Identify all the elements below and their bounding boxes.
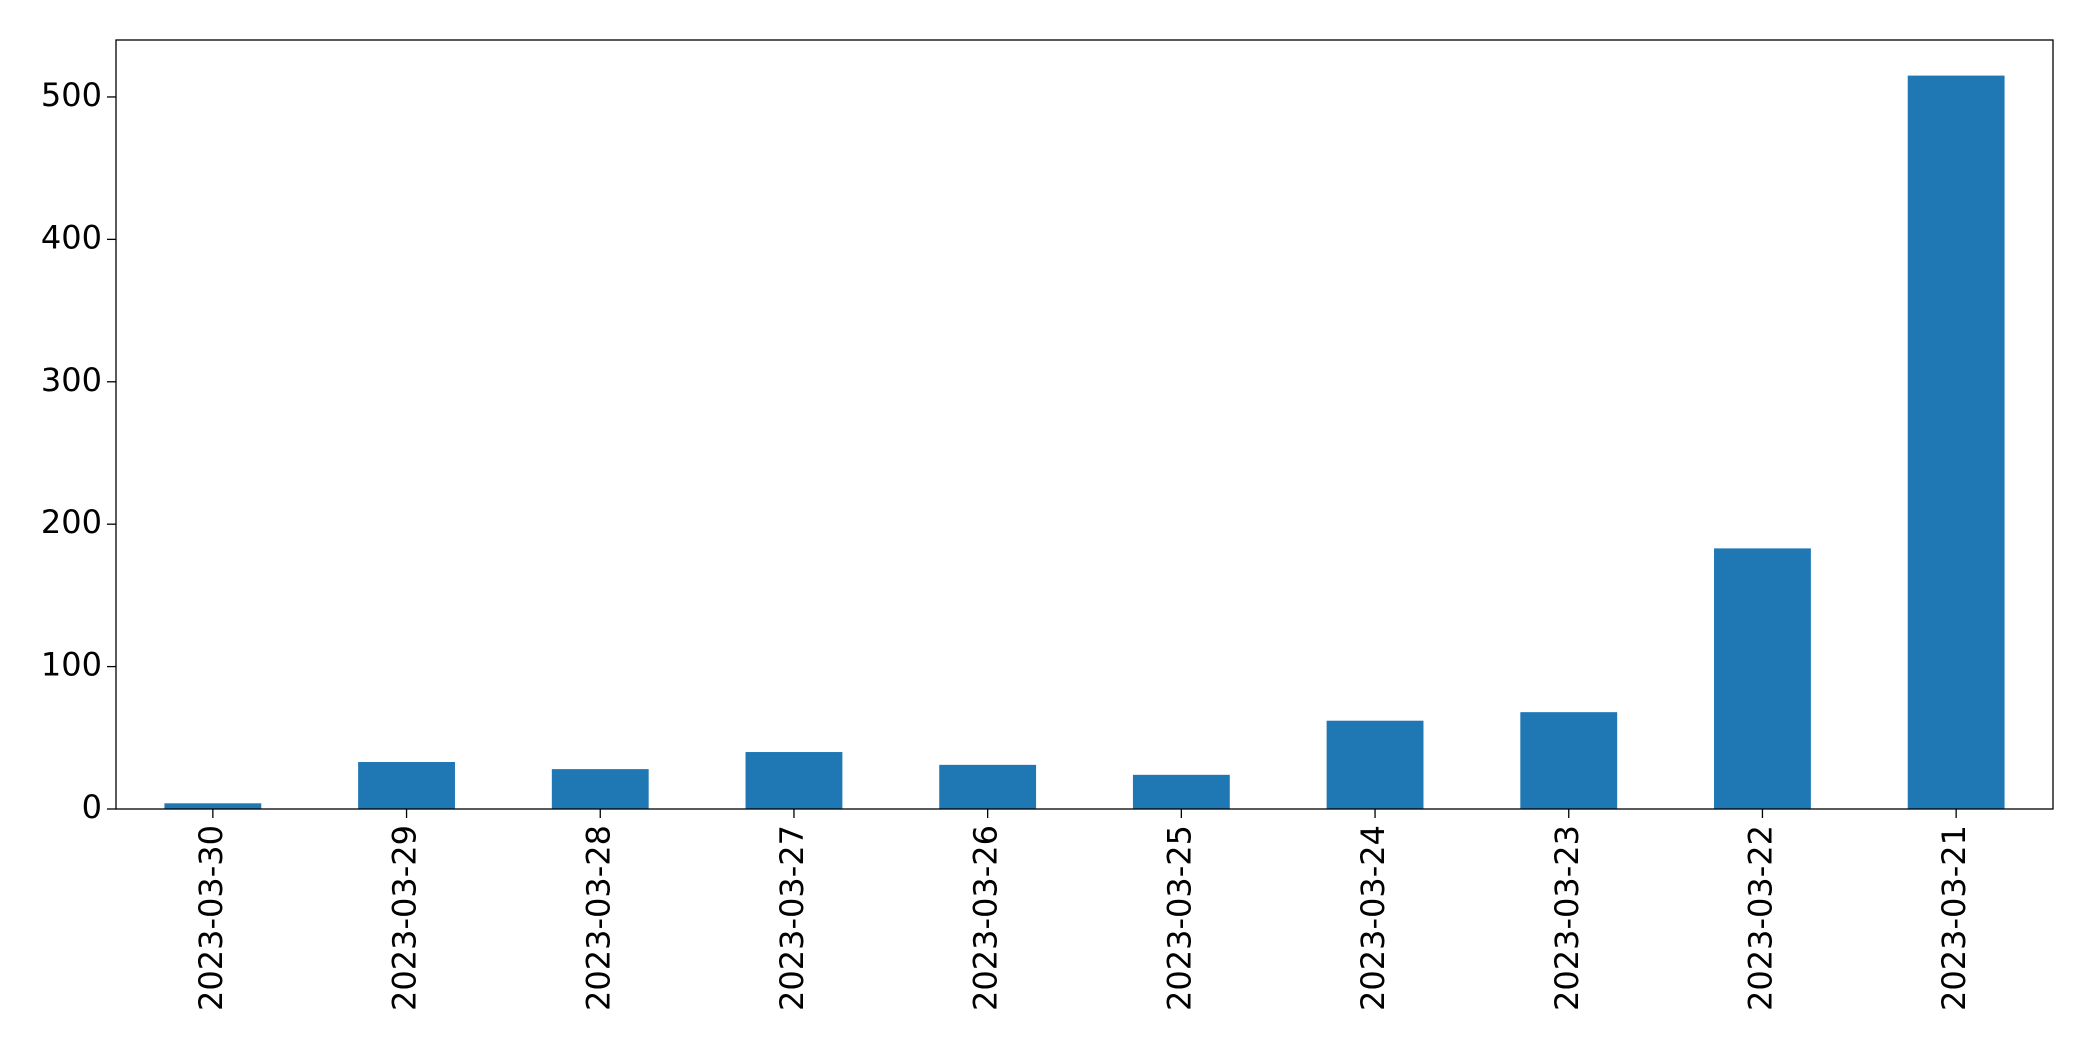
y-tick-label: 300	[41, 361, 102, 399]
bar	[1714, 548, 1811, 809]
bar	[939, 764, 1037, 809]
x-tick-label: 2023-03-25	[1160, 825, 1198, 1011]
bar	[745, 752, 843, 809]
x-tick-label: 2023-03-30	[192, 825, 230, 1011]
bar	[1326, 720, 1424, 809]
y-tick-label: 100	[41, 646, 102, 684]
bar	[358, 762, 455, 809]
bar	[1520, 712, 1618, 809]
bar	[164, 803, 262, 809]
plot-frame	[115, 39, 2054, 810]
bar	[1132, 774, 1230, 809]
y-tick-label: 400	[41, 218, 102, 256]
x-tick-label: 2023-03-26	[967, 825, 1005, 1011]
y-tick-label: 500	[41, 76, 102, 114]
x-tick-label: 2023-03-24	[1354, 825, 1392, 1011]
x-tick-label: 2023-03-28	[579, 825, 617, 1011]
x-tick-label: 2023-03-22	[1741, 825, 1779, 1011]
y-tick-label: 200	[41, 503, 102, 541]
x-tick-label: 2023-03-21	[1935, 825, 1973, 1011]
y-tick-label: 0	[82, 788, 102, 826]
x-tick-label: 2023-03-29	[386, 825, 424, 1011]
x-tick-label: 2023-03-27	[773, 825, 811, 1011]
bar	[1907, 75, 2005, 809]
bar	[551, 769, 649, 809]
x-tick-label: 2023-03-23	[1548, 825, 1586, 1011]
